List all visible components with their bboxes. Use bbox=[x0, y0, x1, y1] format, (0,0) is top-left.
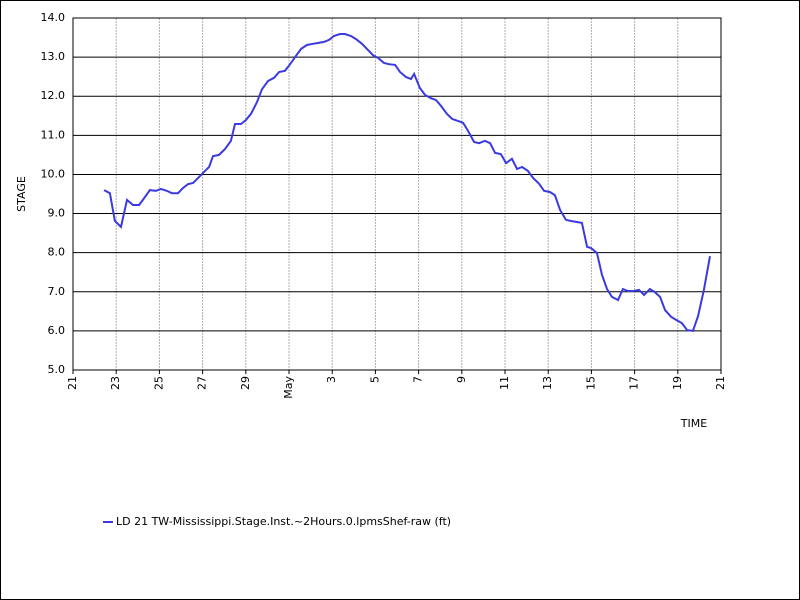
x-tick-label: 15 bbox=[584, 376, 597, 390]
x-tick-label: 21 bbox=[66, 376, 79, 390]
y-tick-label: 5.0 bbox=[48, 363, 66, 376]
y-tick-label: 11.0 bbox=[41, 128, 66, 141]
y-tick-label: 9.0 bbox=[48, 207, 66, 220]
x-tick-label: 23 bbox=[109, 376, 122, 390]
x-tick-label: May bbox=[282, 376, 295, 399]
plot-area bbox=[73, 18, 721, 370]
y-tick-label: 6.0 bbox=[48, 324, 66, 337]
x-tick-label: 27 bbox=[196, 376, 209, 390]
series-line bbox=[103, 33, 711, 333]
x-tick-label: 17 bbox=[628, 376, 641, 390]
plot-border bbox=[72, 17, 722, 371]
x-tick-label: 11 bbox=[498, 376, 511, 390]
y-tick-label: 8.0 bbox=[48, 246, 66, 259]
y-axis-label: STAGE bbox=[15, 176, 28, 212]
y-tick-label: 13.0 bbox=[41, 50, 66, 63]
y-tick-label: 14.0 bbox=[41, 11, 66, 24]
y-tick-label: 10.0 bbox=[41, 167, 66, 180]
y-tick-label: 12.0 bbox=[41, 89, 66, 102]
x-tick-label: 21 bbox=[714, 376, 727, 390]
x-tick-label: 29 bbox=[239, 376, 252, 390]
x-tick-label: 7 bbox=[412, 376, 425, 383]
legend-label: LD 21 TW-Mississippi.Stage.Inst.~2Hours.… bbox=[116, 515, 451, 528]
x-tick-label: 5 bbox=[368, 376, 381, 383]
x-tick-label: 9 bbox=[455, 376, 468, 383]
x-tick-label: 13 bbox=[541, 376, 554, 390]
y-tick-label: 7.0 bbox=[48, 285, 66, 298]
x-tick-label: 19 bbox=[671, 376, 684, 390]
x-tick-label: 3 bbox=[325, 376, 338, 383]
x-tick-label: 25 bbox=[152, 376, 165, 390]
x-axis-label: TIME bbox=[680, 417, 707, 430]
